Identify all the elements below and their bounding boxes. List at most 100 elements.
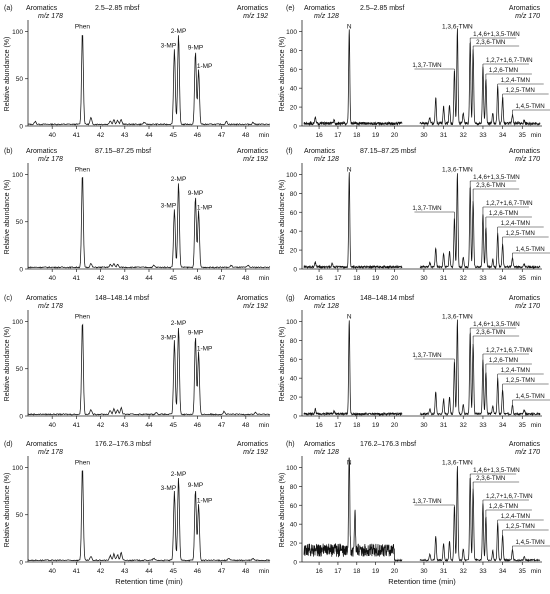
x-tick-label: 34 [499, 275, 507, 282]
x-tick-label: min [531, 275, 542, 282]
right-title-mz: m/z 170 [515, 13, 540, 20]
peak-label: 9-MP [188, 482, 204, 489]
x-tick-label: 18 [353, 275, 361, 282]
peak-label: 2,3,6-TMN [476, 475, 505, 482]
x-tick-label: 30 [420, 275, 428, 282]
x-tick-label: 35 [519, 568, 527, 575]
peak-label: 1,3,6-TMN [442, 313, 473, 320]
peak-label: 1,2,7+1,6,7-TMN [486, 347, 533, 354]
trace-line [27, 323, 271, 416]
right-title-aromatics: Aromatics [237, 441, 269, 448]
peak-label: 1,2,7+1,6,7-TMN [486, 200, 533, 207]
panel-e: 0 20 40 60 80 100 16 17 18 19 20 30 31 32 33 34 35 min N 1,… [279, 5, 550, 139]
y-tick-label: 100 [286, 465, 297, 472]
x-tick-label: 16 [315, 132, 323, 139]
x-tick-label: min [259, 422, 270, 429]
x-tick-label: 44 [145, 132, 153, 139]
trace-line [419, 319, 541, 417]
trace-line [419, 28, 541, 127]
x-tick-label: 18 [353, 422, 361, 429]
x-tick-label: min [531, 422, 542, 429]
y-tick-label: 60 [290, 210, 298, 217]
y-tick-label: 40 [290, 86, 298, 93]
left-title-aromatics: Aromatics [304, 148, 336, 155]
peak-label: 1,3,7-TMN [412, 498, 441, 505]
y-tick-label: 50 [16, 219, 24, 226]
peak-label: 1,3,6-TMN [442, 23, 473, 30]
depth-label: 176.2–176.3 mbsf [95, 441, 151, 448]
x-tick-label: 44 [145, 422, 153, 429]
peak-label: 1,4,6+1,3,5-TMN [473, 321, 520, 328]
x-tick-label: 34 [499, 132, 507, 139]
x-tick-label: 47 [218, 275, 226, 282]
x-tick-label: 16 [315, 275, 323, 282]
peak-label: 1-MP [197, 204, 213, 211]
right-title-aromatics: Aromatics [237, 5, 269, 12]
y-tick-label: 80 [290, 338, 298, 345]
y-tick-label: 60 [290, 357, 298, 364]
right-title-mz: m/z 170 [515, 449, 540, 456]
x-tick-label: 40 [49, 422, 57, 429]
peak-label: Phen [75, 23, 91, 30]
x-tick-label: min [259, 275, 270, 282]
panel-letter: (b) [4, 148, 13, 155]
peak-label: 9-MP [188, 190, 204, 197]
x-tick-label: 40 [49, 275, 57, 282]
x-tick-label: 43 [121, 568, 129, 575]
x-tick-label: 43 [121, 275, 129, 282]
peak-label: 2-MP [171, 471, 187, 478]
x-tick-label: 41 [73, 132, 81, 139]
peak-label: 1,4,6+1,3,5-TMN [473, 31, 520, 38]
y-tick-label: 0 [293, 267, 297, 274]
peak-label: 9-MP [188, 44, 204, 51]
peak-label: Phen [75, 459, 91, 466]
y-tick-label: 50 [16, 366, 24, 373]
peak-label: 1,2,6-TMN [489, 503, 518, 510]
x-tick-label: 32 [460, 132, 468, 139]
panel-letter: (e) [286, 5, 295, 12]
x-tick-label: 48 [242, 275, 250, 282]
x-tick-label: 48 [242, 568, 250, 575]
peak-label: Phen [75, 313, 91, 320]
y-axis-label: Relative abundance (%) [4, 37, 11, 112]
panel-letter: (f) [286, 148, 293, 155]
y-tick-label: 100 [12, 29, 23, 36]
right-title-aromatics: Aromatics [509, 5, 541, 12]
x-tick-label: 47 [218, 422, 226, 429]
peak-label: 1,2,5-TMN [506, 523, 535, 530]
depth-label: 87.15–87.25 mbsf [95, 148, 151, 155]
x-tick-label: 42 [97, 275, 105, 282]
y-tick-label: 80 [290, 48, 298, 55]
x-tick-label: 16 [315, 422, 323, 429]
x-tick-label: 32 [460, 422, 468, 429]
left-title-aromatics: Aromatics [26, 5, 58, 12]
left-title-mz: m/z 178 [38, 303, 63, 310]
y-tick-label: 50 [16, 512, 24, 519]
peak-label: 3-MP [161, 485, 177, 492]
x-tick-label: 44 [145, 275, 153, 282]
trace-line [419, 173, 541, 270]
panel-letter: (d) [4, 441, 13, 448]
panel-letter: (c) [4, 295, 12, 302]
panel-h: 0 20 40 60 80 100 16 17 18 19 20 30 31 32 33 34 35 min N 1,… [279, 441, 550, 575]
y-tick-label: 0 [293, 560, 297, 567]
left-title-aromatics: Aromatics [26, 441, 58, 448]
depth-label: 87.15–87.25 mbsf [360, 148, 416, 155]
trace-line [27, 35, 271, 126]
peak-label: 1,3,7-TMN [412, 205, 441, 212]
x-axis-label-left: Retention time (min) [115, 577, 183, 586]
right-title-aromatics: Aromatics [509, 295, 541, 302]
x-tick-label: 33 [479, 275, 487, 282]
peak-label: 1,4,5-TMN [515, 246, 544, 253]
x-tick-label: 46 [194, 568, 202, 575]
y-tick-label: 100 [12, 172, 23, 179]
x-tick-label: 41 [73, 275, 81, 282]
right-title-aromatics: Aromatics [237, 295, 269, 302]
depth-label: 148–148.14 mbsf [95, 295, 149, 302]
x-tick-label: 31 [440, 568, 448, 575]
x-tick-label: 43 [121, 422, 129, 429]
peak-label: 1,2,7+1,6,7-TMN [486, 493, 533, 500]
y-axis-label: Relative abundance (%) [279, 37, 286, 112]
peak-label: 3-MP [161, 334, 177, 341]
